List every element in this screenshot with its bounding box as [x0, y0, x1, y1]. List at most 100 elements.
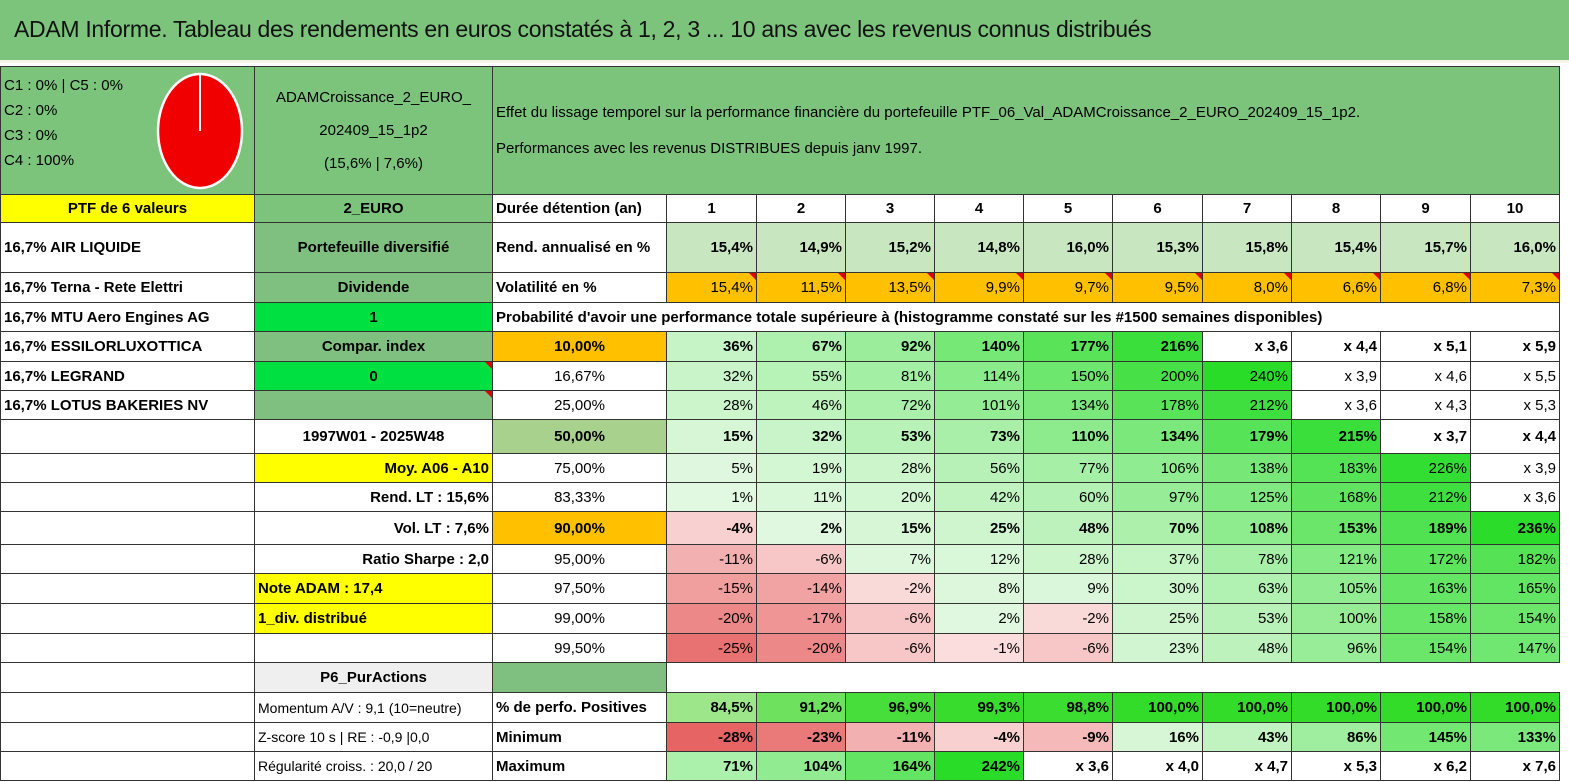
- prob-value: -6%: [845, 603, 935, 634]
- prob-value: 154%: [1380, 633, 1471, 663]
- metric-value: 145%: [1380, 722, 1471, 752]
- prob-value: 240%: [1202, 361, 1292, 391]
- stat-label: Rend. LT : 15,6%: [254, 482, 493, 512]
- year-header: 10: [1470, 194, 1560, 223]
- prob-value: x 3,6: [1291, 390, 1381, 420]
- blank-area: [666, 662, 1560, 693]
- metric-value: 100,0%: [1291, 692, 1381, 723]
- rend-value: 15,2%: [845, 222, 935, 273]
- prob-value: 212%: [1380, 482, 1471, 512]
- prob-value: 138%: [1202, 453, 1292, 483]
- stat-label: 1_div. distribué: [254, 603, 493, 634]
- prob-value: x 3,9: [1470, 453, 1560, 483]
- prob-value: x 4,4: [1470, 419, 1560, 454]
- allocation-pie: [156, 72, 244, 190]
- metric-value: -23%: [756, 722, 846, 752]
- year-header: 9: [1380, 194, 1471, 223]
- prob-value: 134%: [1023, 390, 1113, 420]
- prob-value: -11%: [666, 544, 757, 574]
- metric-value: -11%: [845, 722, 935, 752]
- stat-label: Note ADAM : 17,4: [254, 573, 493, 604]
- metric-value: 100,0%: [1470, 692, 1560, 723]
- prob-value: 177%: [1023, 331, 1113, 362]
- prob-value: 63%: [1202, 573, 1292, 604]
- prob-value: 172%: [1380, 544, 1471, 574]
- prob-value: 215%: [1291, 419, 1381, 454]
- quantile-label: 99,50%: [492, 633, 667, 663]
- prob-value: 2%: [934, 603, 1024, 634]
- prob-value: 9%: [1023, 573, 1113, 604]
- year-header: 4: [934, 194, 1024, 223]
- empty-cell: [0, 603, 255, 634]
- metric-value: 104%: [756, 751, 846, 781]
- quantile-label: 16,67%: [492, 361, 667, 391]
- stat-label: Vol. LT : 7,6%: [254, 511, 493, 545]
- rend-value: 16,0%: [1470, 222, 1560, 273]
- side-label: [254, 390, 493, 420]
- year-header: 3: [845, 194, 935, 223]
- metric-value: x 6,2: [1380, 751, 1471, 781]
- prob-value: 158%: [1380, 603, 1471, 634]
- prob-value: 81%: [845, 361, 935, 391]
- prob-value: 105%: [1291, 573, 1381, 604]
- prob-value: 168%: [1291, 482, 1381, 512]
- portfolio-name-cell: ADAMCroissance_2_EURO_ 202409_15_1p2 (15,6…: [254, 66, 493, 195]
- empty-cell: [0, 419, 255, 454]
- prob-value: 8%: [934, 573, 1024, 604]
- metric-value: 99,3%: [934, 692, 1024, 723]
- year-header: 1: [666, 194, 757, 223]
- vol-value: 9,9%: [934, 272, 1024, 303]
- metric-value: 16%: [1112, 722, 1203, 752]
- stat-label: 1997W01 - 2025W48: [254, 419, 493, 454]
- prob-value: x 3,9: [1291, 361, 1381, 391]
- allocation-cell: C1 : 0% | C5 : 0% C2 : 0% C3 : 0% C4 : 100%: [0, 66, 255, 195]
- holding-name: 16,7% ESSILORLUXOTTICA: [0, 331, 255, 362]
- stat-label: [254, 633, 493, 663]
- empty-cell: [0, 662, 255, 693]
- rend-value: 16,0%: [1023, 222, 1113, 273]
- prob-value: x 5,1: [1380, 331, 1471, 362]
- prob-value: 20%: [845, 482, 935, 512]
- metric-value: 100,0%: [1112, 692, 1203, 723]
- purchase-label: P6_PurActions: [254, 662, 493, 693]
- prob-value: 150%: [1023, 361, 1113, 391]
- prob-value: 25%: [934, 511, 1024, 545]
- vol-label: Volatilité en %: [492, 272, 667, 303]
- prob-value: 28%: [1023, 544, 1113, 574]
- metric-value: x 4,0: [1112, 751, 1203, 781]
- quantile-label: 75,00%: [492, 453, 667, 483]
- prob-value: 70%: [1112, 511, 1203, 545]
- prob-value: x 4,6: [1380, 361, 1471, 391]
- prob-value: 37%: [1112, 544, 1203, 574]
- prob-value: -17%: [756, 603, 846, 634]
- side-label: Dividende: [254, 272, 493, 303]
- metric-value: 242%: [934, 751, 1024, 781]
- prob-value: -1%: [934, 633, 1024, 663]
- prob-value: 53%: [1202, 603, 1292, 634]
- prob-value: 165%: [1470, 573, 1560, 604]
- year-header: 7: [1202, 194, 1292, 223]
- metric-value: 133%: [1470, 722, 1560, 752]
- vol-value: 11,5%: [756, 272, 846, 303]
- prob-value: 28%: [845, 453, 935, 483]
- prob-value: 42%: [934, 482, 1024, 512]
- purchase-bar: [492, 662, 667, 693]
- metric-value: x 3,6: [1023, 751, 1113, 781]
- year-header: 5: [1023, 194, 1113, 223]
- empty-cell: [0, 751, 255, 781]
- year-header: 8: [1291, 194, 1381, 223]
- holding-name: 16,7% Terna - Rete Elettri: [0, 272, 255, 303]
- metric-value: x 4,7: [1202, 751, 1292, 781]
- portfolio-name-line2: 202409_15_1p2: [319, 122, 428, 139]
- empty-cell: [0, 692, 255, 723]
- allocation-item: C4 : 100%: [4, 152, 75, 169]
- metric-note: Z-score 10 s | RE : -0,9 |0,0: [254, 722, 493, 752]
- prob-value: 183%: [1291, 453, 1381, 483]
- side-label: Compar. index: [254, 331, 493, 362]
- empty-cell: [0, 573, 255, 604]
- prob-value: 28%: [666, 390, 757, 420]
- prob-value: 32%: [756, 419, 846, 454]
- prob-value: 154%: [1470, 603, 1560, 634]
- metric-label: Minimum: [492, 722, 667, 752]
- prob-value: -4%: [666, 511, 757, 545]
